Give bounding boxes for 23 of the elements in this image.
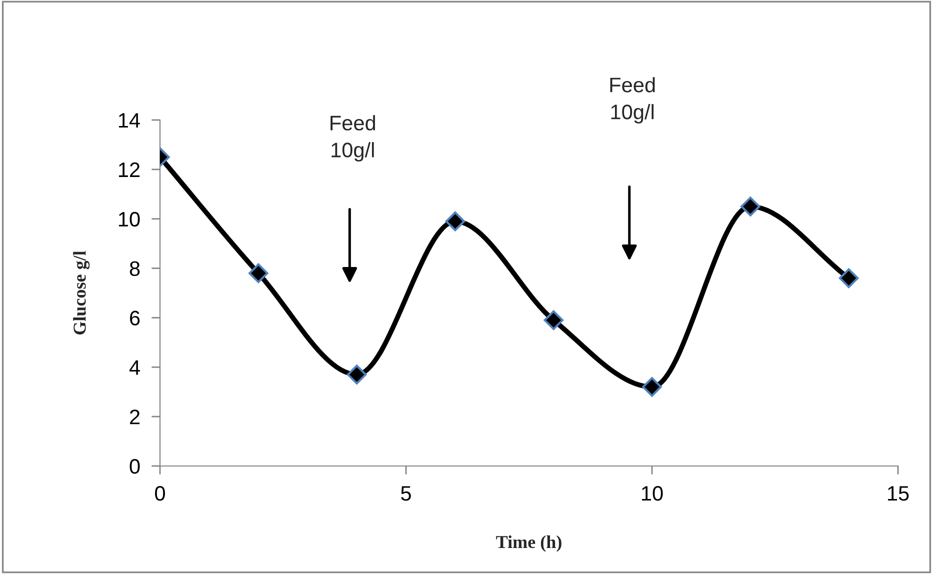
point <box>445 211 466 232</box>
y-tick-label: 4 <box>129 360 140 375</box>
point <box>740 196 760 216</box>
point <box>346 364 367 384</box>
point <box>248 263 268 284</box>
point <box>544 310 564 330</box>
y-tick-label: 0 <box>130 459 140 474</box>
y-tick-label: 6 <box>130 310 140 326</box>
y-tick-label: 12 <box>118 162 140 177</box>
x-tick-label: 10 <box>642 486 663 501</box>
x-tick-label: 15 <box>888 486 909 501</box>
annotation: Feed 10g/l <box>610 77 655 124</box>
x-axis-title: Time (h) <box>496 535 562 552</box>
y-axis-title: Glucose g/l <box>73 250 90 334</box>
x-tick-label: 5 <box>401 486 411 501</box>
point <box>642 377 662 397</box>
x-tick-label: 0 <box>155 486 165 501</box>
y-tick-label: 8 <box>130 261 140 276</box>
annotation: Feed 10g/l <box>330 115 376 162</box>
point <box>838 268 859 288</box>
y-tick-label: 10 <box>118 212 140 227</box>
y-tick-label: 2 <box>130 410 140 424</box>
y-tick-label: 14 <box>118 113 140 128</box>
